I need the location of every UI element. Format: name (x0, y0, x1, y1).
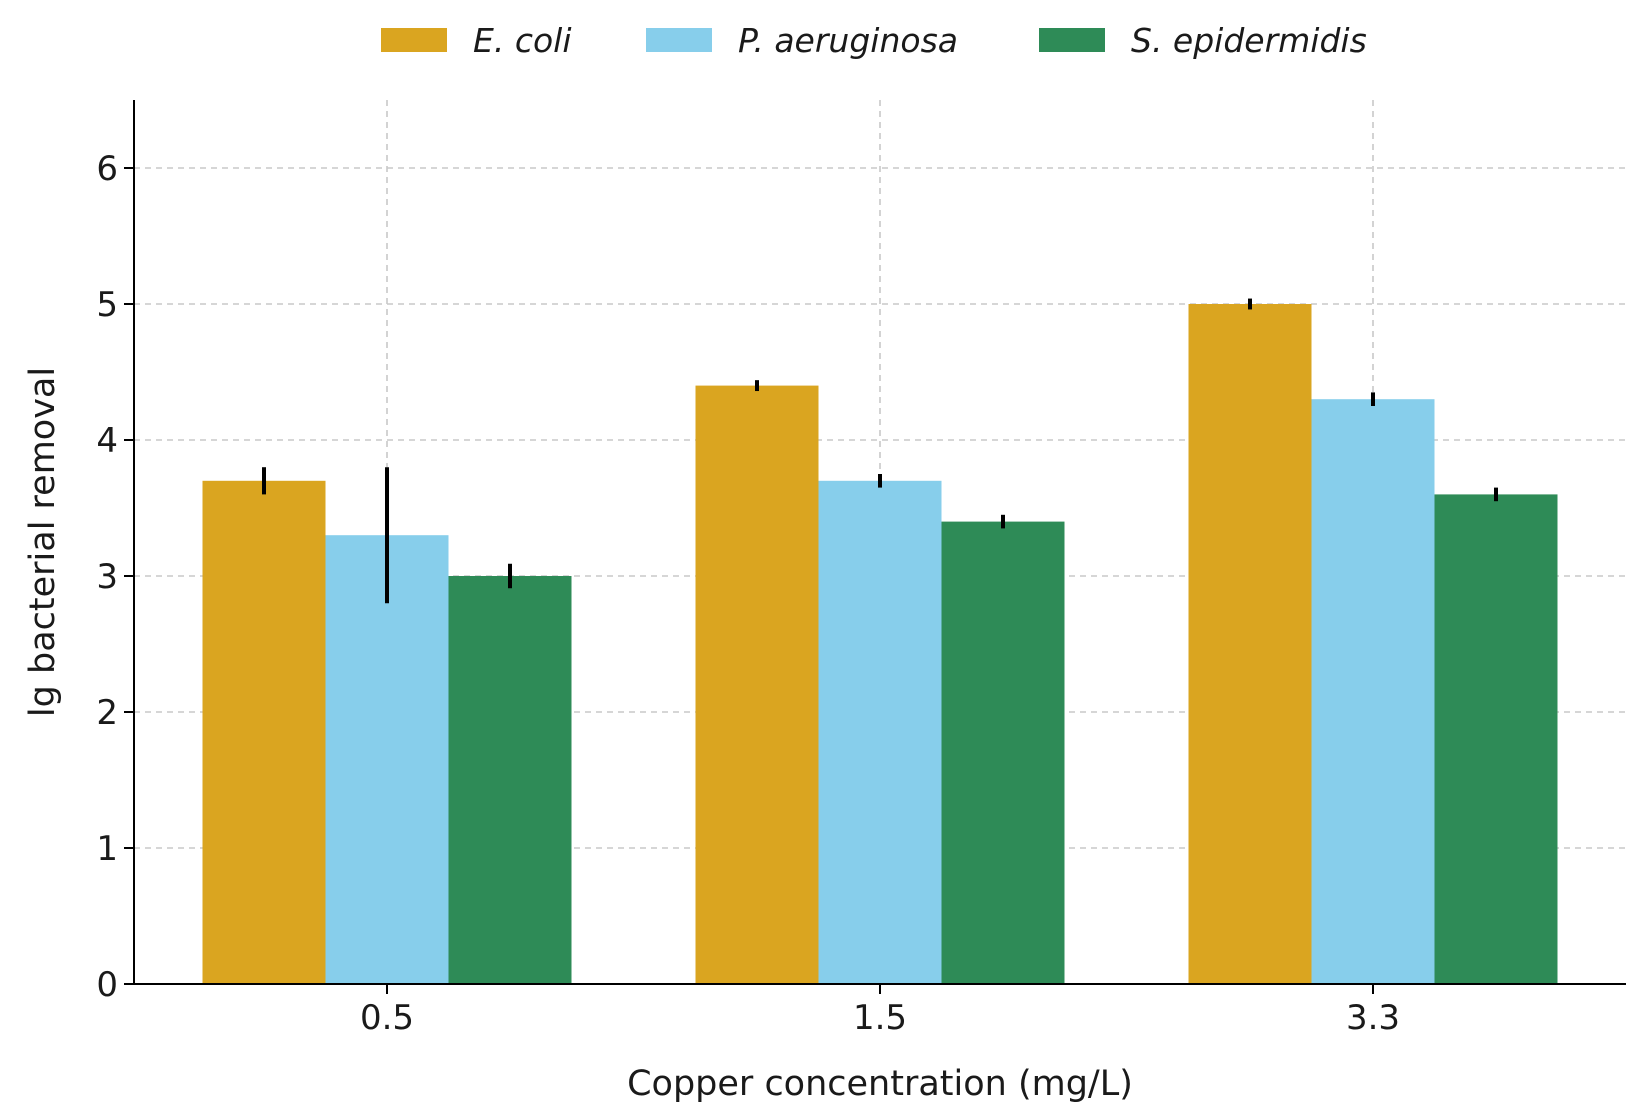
error-bars (262, 298, 1498, 604)
bar-e-coli (695, 385, 819, 985)
legend-label-s-epidermidis: S. epidermidis (1131, 21, 1367, 60)
x-tick-label: 1.5 (853, 998, 907, 1038)
x-tick-label: 0.5 (360, 998, 414, 1038)
y-tick-label: 1 (96, 829, 118, 869)
y-tick-label: 0 (96, 965, 118, 1005)
bar-p-aeruginosa (818, 480, 942, 984)
y-tick-label: 3 (96, 557, 118, 597)
y-axis-label: lg bacterial removal (23, 367, 63, 717)
legend-swatch-e-coli (381, 28, 447, 52)
legend: E. coli P. aeruginosa S. epidermidis (381, 21, 1367, 60)
bar-p-aeruginosa (1311, 399, 1435, 984)
legend-swatch-s-epidermidis (1039, 28, 1105, 52)
y-tick-label: 5 (96, 285, 118, 325)
y-tick-label: 6 (96, 149, 118, 189)
y-tick-labels: 0 1 2 3 4 5 6 (96, 149, 134, 1005)
bar-s-epidermidis (941, 521, 1065, 984)
y-tick-label: 4 (96, 421, 118, 461)
legend-swatch-p-aeruginosa (646, 28, 712, 52)
bar-s-epidermidis (448, 576, 572, 984)
legend-label-e-coli: E. coli (473, 21, 572, 60)
bar-p-aeruginosa (325, 535, 449, 984)
bar-e-coli (202, 480, 326, 984)
bar-s-epidermidis (1434, 494, 1558, 984)
x-tick-labels: 0.5 1.5 3.3 (360, 984, 1400, 1038)
x-axis-label: Copper concentration (mg/L) (627, 1064, 1133, 1104)
bars (202, 304, 1558, 985)
bar-e-coli (1188, 304, 1312, 984)
legend-label-p-aeruginosa: P. aeruginosa (738, 21, 958, 60)
y-tick-label: 2 (96, 693, 118, 733)
x-tick-label: 3.3 (1346, 998, 1400, 1038)
